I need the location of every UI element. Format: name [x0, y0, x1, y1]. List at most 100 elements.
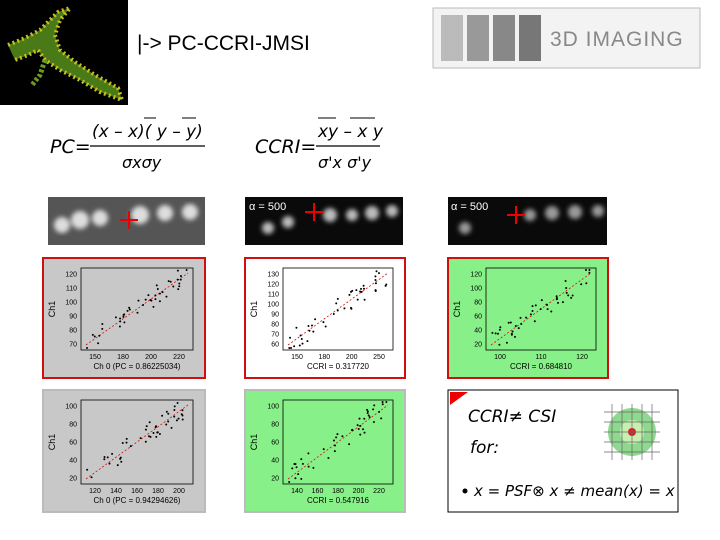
scatter-dot [491, 331, 494, 334]
scatter-dot [122, 313, 125, 316]
scatter-dot [181, 409, 184, 412]
scatter-dot [555, 295, 558, 298]
x-tick-label: 140 [110, 488, 122, 495]
plot-area [485, 267, 597, 351]
scatter-dot [179, 278, 182, 281]
scatter-dot [108, 462, 111, 465]
y-tick-label: 20 [69, 476, 77, 483]
x-tick-label: 150 [89, 354, 101, 361]
scatter-dot [380, 417, 383, 420]
scatter-dot [374, 279, 377, 282]
scatter-dot [374, 282, 377, 285]
scatter-dot [531, 305, 534, 308]
scatter-dot [570, 296, 573, 299]
scatter-dot [588, 269, 591, 271]
scatter-dot [91, 333, 94, 336]
scatter-plot: 120 110 100 90 80 70 150 180 200 220 Ch1 Ch 0 (PC =… [42, 257, 206, 379]
scatter-dot [158, 432, 161, 435]
scatter-dot [172, 285, 175, 288]
scatter-dot [122, 315, 125, 318]
scatter-dot [155, 284, 158, 287]
scatter-dot [367, 414, 370, 417]
scatter-dot [499, 326, 502, 329]
x-tick-label: 200 [173, 488, 185, 495]
scatter-dot [178, 282, 181, 285]
plot-area [80, 267, 194, 351]
scatter-dot [555, 298, 558, 301]
y-tick-label: 100 [65, 404, 77, 411]
scatter-dot [381, 403, 384, 406]
y-tick-label: 80 [474, 300, 482, 307]
y-tick-label: 100 [267, 404, 279, 411]
x-tick-label: 160 [131, 488, 143, 495]
x-axis-label: CCRI = 0.547916 [307, 496, 370, 505]
scatter-dot [359, 433, 362, 436]
y-tick-label: 70 [271, 332, 279, 339]
strip-image: α = 500 [448, 197, 607, 245]
scatter-dot [288, 347, 291, 349]
y-tick-label: 120 [470, 272, 482, 279]
y-axis-label: Ch1 [452, 301, 462, 318]
scatter-dot [300, 477, 303, 480]
pc-formula: PC= (x – x)( y – y) σxσy [50, 117, 205, 172]
scatter-dot [540, 299, 543, 302]
scatter-dot [513, 335, 516, 338]
scatter-dot [381, 401, 384, 403]
scatter-dot [290, 347, 293, 349]
scatter-dot [294, 462, 297, 465]
scatter-dot [374, 275, 377, 278]
scatter-dot [349, 306, 352, 309]
scatter-dot [314, 318, 317, 321]
x-tick-label: 180 [152, 488, 164, 495]
scatter-dot [384, 284, 387, 287]
fit-line [287, 272, 389, 346]
scatter-dot [312, 466, 315, 469]
scatter-dot [363, 431, 366, 434]
scatter-dot [561, 301, 564, 304]
scatter-dot [119, 317, 122, 320]
formula-denominator: σ'x σ'y [318, 153, 372, 172]
scatter-dot [533, 320, 536, 323]
formula-numerator: xy – x y [317, 122, 384, 142]
note-bullet: x = PSF⊗ x ≠ mean(x) = x [473, 482, 675, 500]
scatter-dot [161, 414, 164, 417]
scatter-dot [98, 334, 101, 337]
scatter-plot: 100 80 60 40 20 120 140 160 180 200 Ch1 Ch 0 (PC = … [42, 389, 206, 513]
scatter-dot [144, 298, 147, 301]
scatter-dot [358, 417, 361, 420]
formula-lhs: PC= [50, 136, 91, 158]
scatter-dot [363, 417, 366, 420]
scatter-dot [565, 291, 568, 294]
x-tick-label: 160 [312, 488, 324, 495]
scatter-dot [175, 419, 178, 422]
x-tick-label: 120 [576, 354, 588, 361]
scatter-dot [359, 424, 362, 427]
formula-denominator: σxσy [122, 153, 162, 172]
formula-numerator: (x – x)( y – y) [92, 122, 203, 142]
scatter-dot [550, 310, 553, 313]
scatter-dot [322, 448, 325, 451]
scatter-dot [176, 401, 179, 404]
scatter-dot [144, 440, 147, 443]
fit-line [287, 404, 389, 480]
scatter-dot [154, 298, 157, 301]
scatter-dot [336, 433, 339, 436]
scatter-dot [149, 435, 152, 438]
scatter-dot [128, 308, 131, 311]
scatter-dot [289, 336, 292, 339]
scatter-dot [585, 282, 588, 285]
scatter-dot [158, 300, 161, 303]
scatter-dot [366, 411, 369, 414]
scatter-dot [173, 415, 176, 418]
scatter-dot [343, 307, 346, 310]
scatter-dot [119, 320, 122, 323]
scatter-dot [360, 287, 363, 290]
scatter-dot [158, 292, 161, 295]
logo: 3D IMAGING [432, 7, 701, 69]
y-tick-label: 60 [271, 440, 279, 447]
scatter-dot [307, 452, 310, 455]
y-tick-label: 40 [474, 328, 482, 335]
x-axis-label: Ch 0 (PC = 0.86225034) [94, 362, 181, 371]
scatter-dot [145, 425, 148, 428]
scatter-dot [335, 302, 338, 305]
